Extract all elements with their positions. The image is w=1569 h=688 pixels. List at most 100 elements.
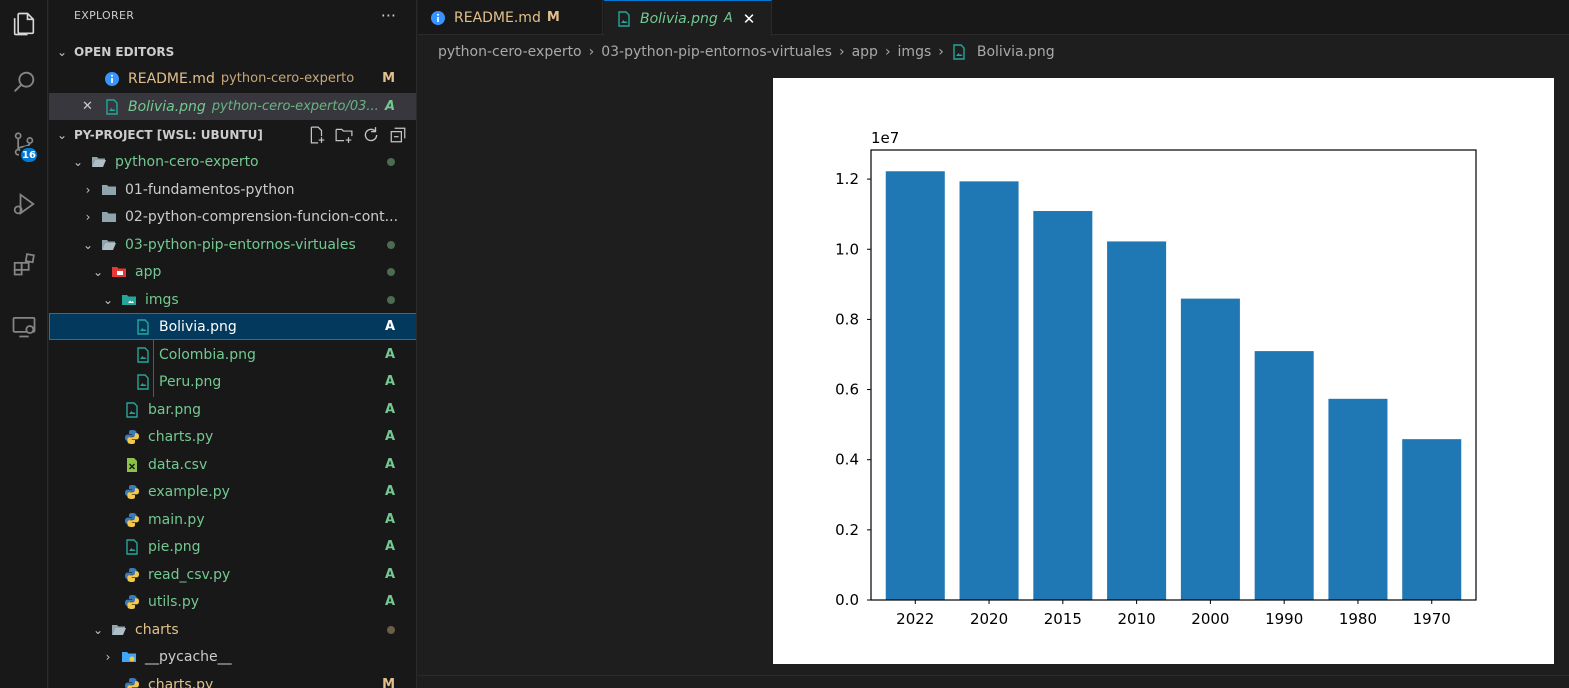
- file-path: python-cero-experto: [220, 71, 355, 86]
- app-folder-icon: [112, 266, 126, 277]
- offset-label: 1e7: [871, 129, 899, 147]
- tree-folder-02[interactable]: › 02-python-comprension-funcion-cont...: [49, 203, 416, 230]
- collapse-all-icon[interactable]: [389, 126, 407, 144]
- open-editors-section[interactable]: ⌄ OPEN EDITORS: [49, 38, 416, 65]
- tree-folder-imgs[interactable]: ⌄ imgs: [49, 286, 416, 313]
- tree-item-label: data.csv: [148, 456, 208, 473]
- more-actions-icon[interactable]: ···: [380, 6, 396, 25]
- open-editor-readme[interactable]: README.md python-cero-experto M: [49, 65, 416, 92]
- tree-item-label: app: [135, 263, 162, 280]
- extensions-icon[interactable]: [0, 240, 48, 288]
- tree-folder-01[interactable]: › 01-fundamentos-python: [49, 176, 416, 203]
- explorer-icon[interactable]: [0, 0, 48, 48]
- chevron-down-icon: ⌄: [92, 622, 104, 637]
- folder-icon: [102, 184, 116, 195]
- y-tick-label: 0.2: [835, 521, 859, 539]
- chevron-down-icon: ⌄: [92, 264, 104, 279]
- tab-state: A: [723, 11, 733, 26]
- bar-chart: 2022 2020 2015 2010 2000 1990 1980 1970 0.0 0.2 0.…: [835, 129, 1477, 628]
- explorer-title: EXPLORER: [74, 9, 135, 22]
- refresh-icon[interactable]: [362, 126, 380, 144]
- search-icon[interactable]: [0, 58, 48, 106]
- tree-item-label: main.py: [148, 511, 205, 528]
- tree-folder-03[interactable]: ⌄ 03-python-pip-entornos-virtuales: [49, 231, 416, 258]
- tree-folder-pycache[interactable]: › __pycache__: [49, 643, 416, 670]
- section-title: OPEN EDITORS: [74, 44, 175, 59]
- image-file-icon: [137, 373, 149, 390]
- folder-icon: [102, 211, 116, 222]
- bar-1980: [1328, 398, 1388, 600]
- breadcrumb-item[interactable]: app: [851, 44, 878, 60]
- y-tick-label: 1.2: [835, 170, 859, 188]
- status-badge: A: [384, 539, 395, 554]
- chevron-right-icon: ›: [938, 44, 944, 60]
- status-badge: A: [384, 594, 395, 609]
- tree-file-bar[interactable]: bar.png A: [49, 396, 416, 423]
- tree-file-pie[interactable]: pie.png A: [49, 533, 416, 560]
- tree-file-charts-py[interactable]: charts.py A: [49, 423, 416, 450]
- scm-badge: 16: [19, 146, 39, 164]
- tree-folder-app[interactable]: ⌄ app: [49, 258, 416, 285]
- chevron-down-icon: ⌄: [102, 292, 114, 307]
- python-file-icon: [125, 429, 139, 444]
- file-path: python-cero-experto/03...: [211, 99, 379, 114]
- image-file-icon: [126, 401, 138, 418]
- tree-item-label: charts.py: [148, 676, 214, 688]
- y-tick-label: 0.0: [835, 591, 859, 609]
- project-section[interactable]: ⌄ PY-PROJECT [WSL: UBUNTU]: [49, 121, 416, 148]
- tree-file-data-csv[interactable]: data.csv A: [49, 451, 416, 478]
- tree-item-label: imgs: [145, 291, 179, 308]
- tree-item-label: utils.py: [148, 593, 200, 610]
- image-file-icon: [618, 10, 630, 27]
- tree-folder-python-cero-experto[interactable]: ⌄ python-cero-experto: [49, 148, 416, 175]
- tree-file-read-csv-py[interactable]: read_csv.py A: [49, 561, 416, 588]
- x-tick-label: 2022: [896, 610, 934, 628]
- tab-label: README.md: [454, 9, 541, 26]
- chevron-down-icon: ⌄: [82, 237, 94, 252]
- tree-item-label: bar.png: [148, 401, 202, 418]
- tree-file-colombia[interactable]: Colombia.png A: [49, 341, 416, 368]
- tree-item-label: example.py: [148, 483, 230, 500]
- run-debug-icon[interactable]: [0, 180, 48, 228]
- tree-item-label: Bolivia.png: [159, 318, 237, 335]
- tree-file-bolivia[interactable]: Bolivia.png A: [49, 313, 416, 340]
- chevron-down-icon: ⌄: [56, 44, 68, 59]
- bar-2000: [1180, 298, 1240, 600]
- open-editor-bolivia[interactable]: ✕ Bolivia.png python-cero-experto/03... …: [49, 93, 416, 120]
- folder-open-icon: [112, 624, 126, 635]
- chevron-right-icon: ›: [105, 649, 111, 664]
- tab-readme[interactable]: README.md M: [418, 0, 603, 35]
- chevron-right-icon: ›: [85, 209, 91, 224]
- remote-explorer-icon[interactable]: [0, 302, 48, 350]
- python-file-icon: [125, 677, 139, 688]
- breadcrumb-item[interactable]: 03-python-pip-entornos-virtuales: [601, 44, 832, 60]
- activity-bar: 16: [0, 0, 48, 688]
- status-badge: A: [384, 567, 395, 582]
- close-icon[interactable]: ✕: [82, 99, 93, 114]
- breadcrumb-item[interactable]: imgs: [897, 44, 932, 60]
- status-badge: A: [384, 99, 395, 114]
- breadcrumb-item[interactable]: python-cero-experto: [438, 44, 582, 60]
- tree-file-utils-py[interactable]: utils.py A: [49, 588, 416, 615]
- tree-item-label: 02-python-comprension-funcion-cont...: [125, 208, 399, 225]
- tree-item-label: charts.py: [148, 428, 214, 445]
- tree-file-charts-py-2[interactable]: charts.py M: [49, 671, 416, 688]
- tree-item-label: 03-python-pip-entornos-virtuales: [125, 236, 356, 253]
- chevron-down-icon: ⌄: [56, 127, 68, 142]
- tab-bolivia[interactable]: Bolivia.png A ✕: [604, 0, 772, 36]
- x-tick-label: 1990: [1265, 610, 1303, 628]
- tree-folder-charts[interactable]: ⌄ charts: [49, 616, 416, 643]
- modified-dot: [387, 625, 395, 634]
- breadcrumb-item[interactable]: Bolivia.png: [976, 44, 1055, 60]
- tree-item-label: Colombia.png: [159, 346, 256, 363]
- tree-file-example-py[interactable]: example.py A: [49, 478, 416, 505]
- image-file-icon: [137, 318, 149, 335]
- close-tab-icon[interactable]: ✕: [742, 9, 756, 28]
- new-folder-icon[interactable]: [335, 126, 353, 144]
- tree-file-peru[interactable]: Peru.png A: [49, 368, 416, 395]
- tree-file-main-py[interactable]: main.py A: [49, 506, 416, 533]
- modified-dot: [387, 157, 395, 166]
- status-badge: A: [384, 319, 395, 334]
- new-file-icon[interactable]: [308, 126, 326, 144]
- tab-state: M: [546, 10, 560, 25]
